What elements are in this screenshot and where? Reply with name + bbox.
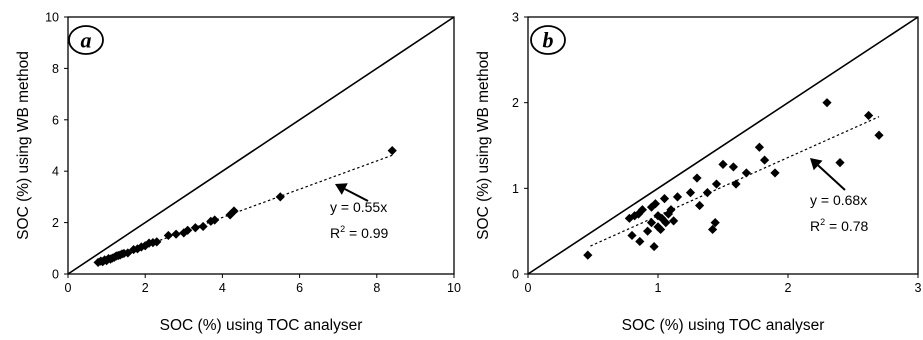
y-tick-label: 0 (512, 268, 519, 282)
y-axis-title: SOC (%) using WB method (15, 51, 32, 240)
annotation-arrow-head (810, 158, 823, 171)
equation-label: y = 0.68x (810, 192, 867, 208)
data-point (627, 230, 637, 241)
r-squared-label: R2 = 0.78 (810, 217, 869, 234)
data-point (163, 230, 173, 241)
data-point (152, 237, 162, 247)
data-point (661, 218, 671, 228)
data-point (656, 224, 666, 235)
data-point (728, 162, 738, 172)
annotation-arrow-shaft (344, 188, 369, 202)
data-point (741, 168, 751, 178)
x-axis-title: SOC (%) using TOC analyser (622, 317, 825, 334)
y-tick-label: 0 (52, 268, 59, 282)
r-squared-prefix: R (810, 218, 820, 234)
data-point (387, 146, 397, 156)
y-tick-label: 4 (52, 165, 59, 179)
data-point (229, 206, 239, 216)
x-tick-label: 10 (447, 281, 461, 295)
one-to-one-line (67, 16, 455, 275)
one-to-one-line (527, 16, 919, 275)
x-tick-label: 2 (785, 281, 792, 295)
data-point (822, 98, 832, 108)
panel-label-circle (530, 25, 566, 55)
data-point (874, 130, 884, 140)
x-tick-label: 6 (296, 281, 303, 295)
r-squared-label: R2 = 0.99 (330, 224, 389, 241)
data-point (171, 229, 181, 239)
x-tick-label: 2 (142, 281, 149, 295)
data-point (835, 158, 845, 168)
data-point (635, 236, 645, 247)
data-point (646, 218, 657, 228)
r-squared-value: = 0.99 (345, 225, 388, 241)
data-point (731, 179, 741, 189)
data-point (659, 194, 670, 204)
y-axis-title: SOC (%) using WB method (475, 51, 492, 240)
data-point (275, 192, 285, 202)
data-point (669, 216, 679, 226)
data-point (685, 188, 696, 198)
data-point (864, 110, 874, 121)
y-tick-label: 2 (52, 216, 59, 230)
data-point (711, 179, 722, 189)
y-tick-label: 2 (512, 96, 519, 110)
panel-label-circle (68, 25, 104, 55)
x-tick-label: 4 (219, 281, 226, 295)
data-point (770, 168, 780, 178)
equation-label: y = 0.55x (330, 199, 387, 215)
r-squared-superscript: 2 (820, 217, 825, 227)
y-tick-label: 10 (45, 11, 59, 25)
data-point (666, 205, 676, 215)
annotation-arrow-shaft (817, 164, 846, 191)
data-point (702, 188, 712, 198)
data-point (643, 226, 653, 236)
data-point (190, 223, 200, 233)
data-point (672, 192, 683, 202)
data-point (650, 199, 660, 209)
y-tick-label: 3 (512, 11, 519, 25)
plot-frame (67, 16, 455, 275)
data-point (710, 218, 720, 228)
data-point (183, 225, 193, 235)
chart-panel-a: 0 2 4 6 8 10 0 2 4 6 8 10 SOC (%) using TOC analyser… (15, 11, 461, 335)
data-point (210, 215, 220, 225)
panel-label: b (543, 28, 554, 53)
panel-label: a (81, 28, 92, 53)
data-point (583, 250, 593, 260)
x-tick-label: 0 (65, 281, 72, 295)
data-point (754, 142, 764, 152)
x-axis-title: SOC (%) using TOC analyser (160, 317, 363, 334)
y-tick-label: 1 (512, 182, 519, 196)
data-point (637, 205, 647, 215)
data-point (630, 211, 640, 221)
x-tick-label: 0 (525, 281, 532, 295)
data-point (718, 159, 728, 169)
data-point (692, 173, 702, 183)
r-squared-prefix: R (330, 225, 340, 241)
data-point (695, 200, 705, 211)
data-point (708, 224, 718, 235)
x-tick-label: 1 (655, 281, 662, 295)
y-tick-label: 6 (52, 113, 59, 127)
annotation-arrow-head (335, 183, 348, 195)
data-point (198, 221, 208, 232)
x-tick-label: 8 (373, 281, 380, 295)
y-tick-label: 8 (52, 62, 59, 76)
data-point (649, 241, 659, 252)
r-squared-value: = 0.78 (825, 218, 868, 234)
r-squared-superscript: 2 (340, 224, 345, 234)
x-tick-label: 3 (915, 281, 922, 295)
plot-frame (527, 16, 919, 275)
data-point (760, 155, 770, 165)
chart-panel-b: 0 1 2 3 0 1 2 3 SOC (%) using TOC analyser SOC (%… (475, 11, 922, 335)
